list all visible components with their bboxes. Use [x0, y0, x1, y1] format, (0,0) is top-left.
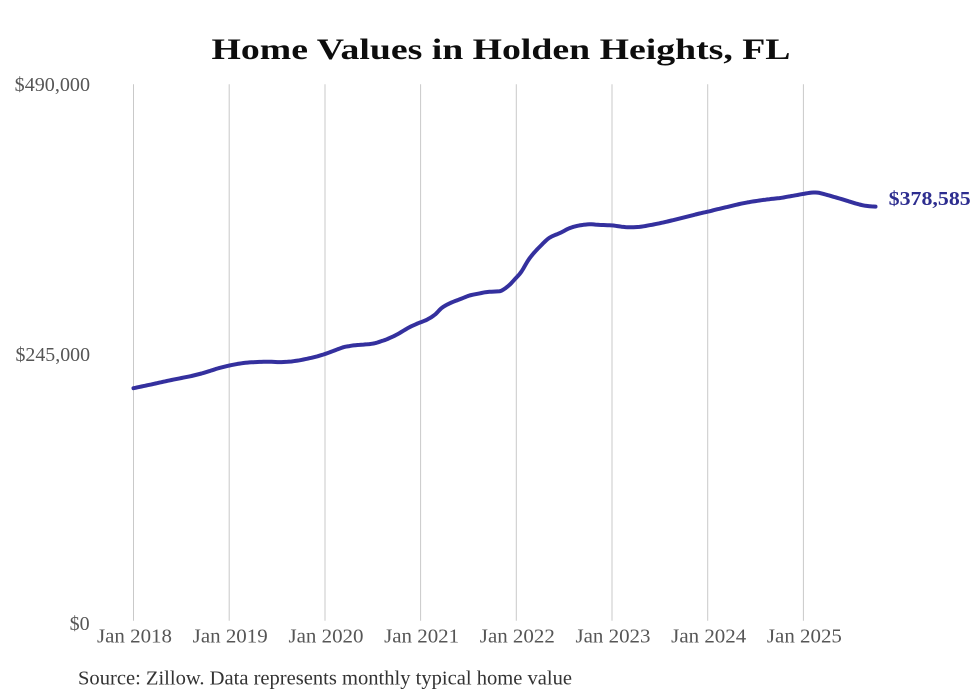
svg-text:Jan 2024: Jan 2024 [671, 626, 746, 648]
svg-text:$245,000: $245,000 [16, 344, 91, 366]
svg-text:Jan 2022: Jan 2022 [480, 626, 555, 648]
svg-text:$378,585: $378,585 [889, 188, 971, 210]
svg-text:Jan 2018: Jan 2018 [97, 626, 172, 648]
svg-text:Home Values in Holden Heights,: Home Values in Holden Heights, FL [212, 33, 791, 66]
svg-text:$0: $0 [70, 613, 90, 635]
svg-text:Source: Zillow. Data represent: Source: Zillow. Data represents monthly … [78, 668, 572, 690]
svg-text:Jan 2019: Jan 2019 [193, 626, 268, 648]
svg-text:Jan 2021: Jan 2021 [384, 626, 459, 648]
svg-text:Jan 2023: Jan 2023 [576, 626, 651, 648]
svg-text:$490,000: $490,000 [15, 74, 90, 96]
svg-text:Jan 2025: Jan 2025 [767, 626, 842, 648]
svg-text:Jan 2020: Jan 2020 [289, 626, 364, 648]
